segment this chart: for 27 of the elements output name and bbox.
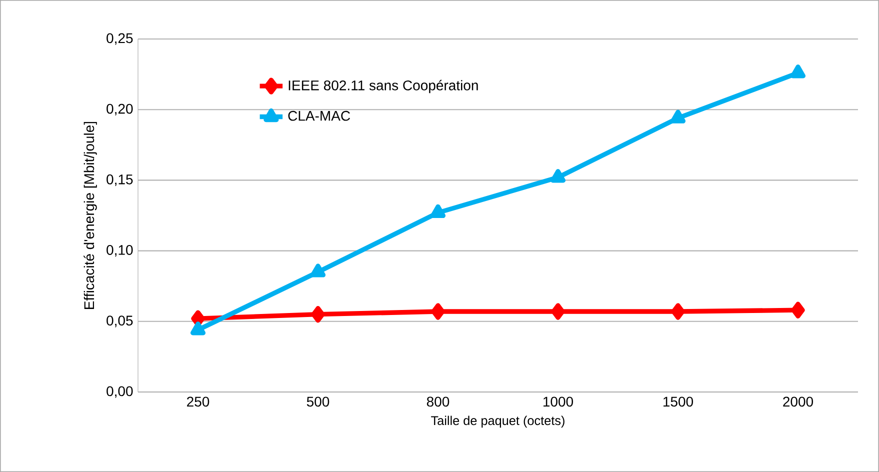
x-tick-label: 1000 xyxy=(543,396,574,407)
x-tick-label: 250 xyxy=(187,396,210,407)
y-axis-title: Efficacité d'energie [Mbit/joule] xyxy=(84,122,97,309)
x-tick-label: 1500 xyxy=(663,396,694,407)
y-tick-label: 0,25 xyxy=(106,33,133,45)
point xyxy=(311,306,325,323)
y-tick-label: 0,00 xyxy=(106,386,133,398)
point xyxy=(550,169,566,183)
point xyxy=(551,303,565,320)
point xyxy=(430,204,446,218)
legend-label: IEEE 802.11 sans Coopération xyxy=(288,80,478,94)
legend-label: CLA-MAC xyxy=(288,110,350,121)
point xyxy=(670,110,686,124)
point xyxy=(790,64,806,78)
y-tick-label: 0,05 xyxy=(106,316,133,328)
y-tick-label: 0,10 xyxy=(106,245,133,257)
point xyxy=(431,303,445,320)
x-tick-label: 2000 xyxy=(783,396,814,407)
point xyxy=(671,303,685,320)
y-tick-label: 0,20 xyxy=(106,104,133,116)
y-tick-label: 0,15 xyxy=(106,174,133,186)
point xyxy=(791,302,805,318)
x-axis-title: Taille de paquet (octets) xyxy=(431,416,564,428)
point xyxy=(190,322,206,336)
x-tick-label: 800 xyxy=(426,396,450,407)
point xyxy=(310,264,326,278)
x-tick-label: 500 xyxy=(306,396,330,407)
